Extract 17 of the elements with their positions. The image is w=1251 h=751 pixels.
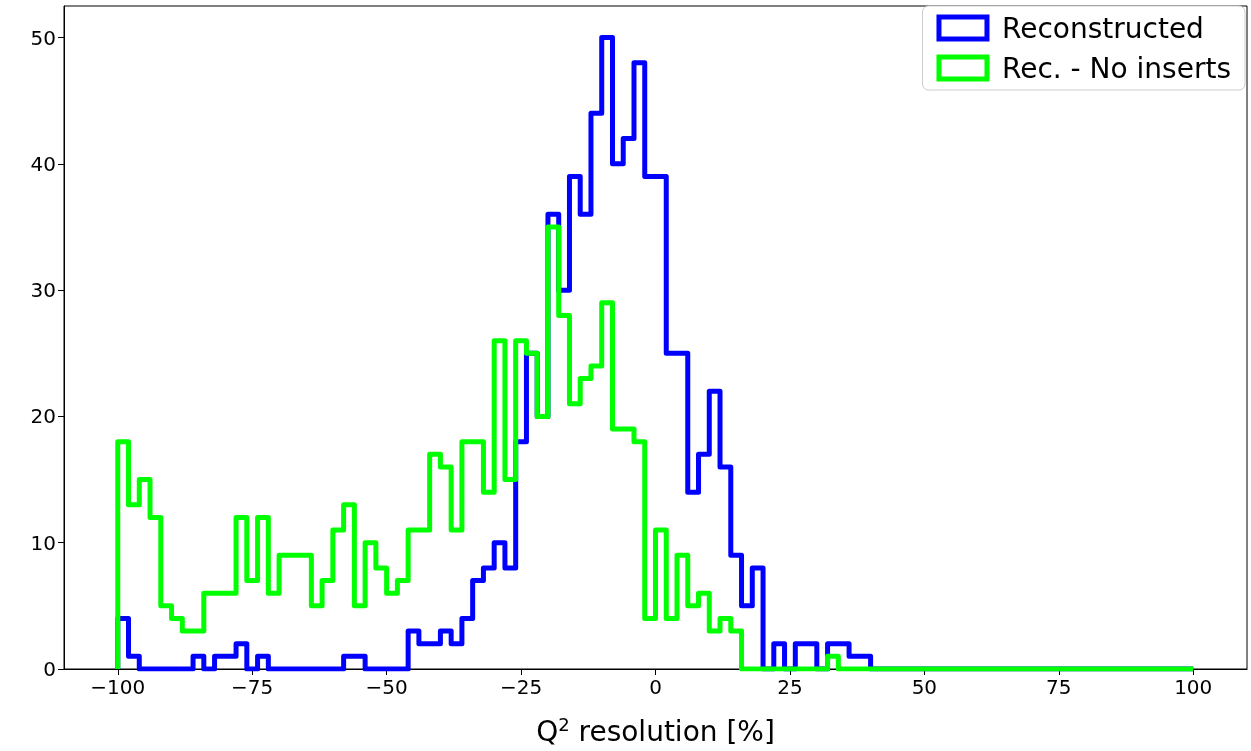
x-tick-label: −100	[90, 675, 146, 699]
y-tick-label: 10	[30, 530, 56, 555]
y-tick-label: 30	[30, 278, 56, 303]
x-tick-label: −75	[231, 675, 274, 699]
legend-label: Rec. - No inserts	[1001, 51, 1232, 85]
y-tick-label: 0	[43, 657, 56, 681]
y-tick-label: 50	[30, 25, 56, 50]
x-tick-label: 100	[1174, 675, 1213, 699]
legend-label: Reconstructed	[1001, 11, 1204, 45]
x-tick-label: 25	[777, 675, 803, 699]
y-tick-label: 40	[30, 151, 56, 176]
x-tick-label: 0	[649, 675, 662, 699]
y-tick-label: 20	[30, 404, 56, 429]
x-tick-label: 75	[1046, 675, 1072, 699]
x-tick-label: −50	[365, 675, 408, 699]
x-tick-label: 50	[911, 675, 938, 699]
x-tick-label: −25	[499, 675, 543, 699]
